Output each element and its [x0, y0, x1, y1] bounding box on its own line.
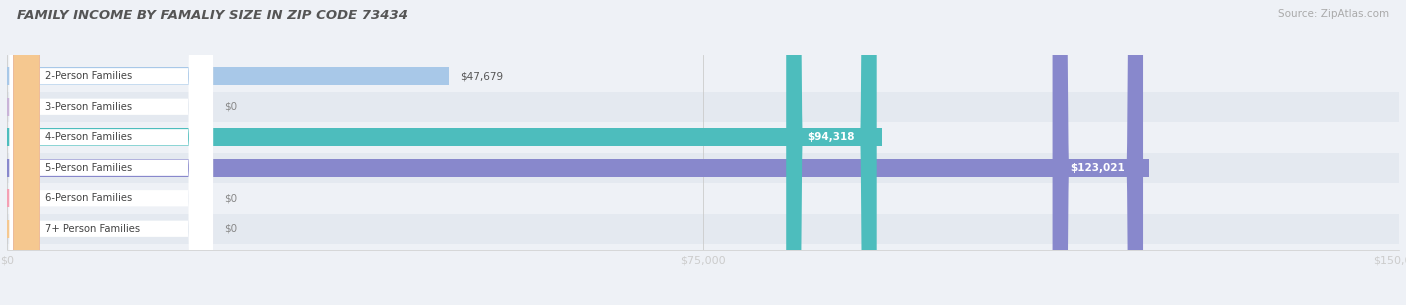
Bar [7, 122, 1399, 152]
Circle shape [14, 0, 39, 305]
Text: $47,679: $47,679 [461, 71, 503, 81]
Bar [7, 183, 1399, 214]
Text: $0: $0 [224, 193, 238, 203]
Text: $0: $0 [224, 224, 238, 234]
Text: 4-Person Families: 4-Person Families [45, 132, 132, 142]
FancyBboxPatch shape [10, 0, 214, 305]
Text: Source: ZipAtlas.com: Source: ZipAtlas.com [1278, 9, 1389, 19]
Circle shape [14, 0, 39, 305]
Bar [7, 220, 28, 238]
Text: 5-Person Families: 5-Person Families [45, 163, 132, 173]
FancyBboxPatch shape [10, 0, 214, 305]
Bar [7, 67, 450, 85]
Bar [7, 189, 28, 207]
Circle shape [14, 0, 39, 305]
FancyBboxPatch shape [10, 0, 214, 305]
Bar [7, 214, 1399, 244]
Text: 3-Person Families: 3-Person Families [45, 102, 132, 112]
FancyBboxPatch shape [10, 0, 214, 305]
Circle shape [14, 0, 39, 305]
Text: $94,318: $94,318 [807, 132, 855, 142]
Bar [7, 98, 28, 116]
Bar [7, 152, 1399, 183]
Bar [7, 128, 882, 146]
Bar [7, 92, 1399, 122]
Bar [7, 61, 1399, 92]
FancyBboxPatch shape [1053, 0, 1143, 305]
Text: $123,021: $123,021 [1070, 163, 1125, 173]
Text: $0: $0 [224, 102, 238, 112]
Circle shape [14, 0, 39, 305]
Text: 6-Person Families: 6-Person Families [45, 193, 132, 203]
Bar [7, 159, 1149, 177]
Text: 2-Person Families: 2-Person Families [45, 71, 132, 81]
Text: FAMILY INCOME BY FAMALIY SIZE IN ZIP CODE 73434: FAMILY INCOME BY FAMALIY SIZE IN ZIP COD… [17, 9, 408, 22]
FancyBboxPatch shape [10, 0, 214, 305]
Text: 7+ Person Families: 7+ Person Families [45, 224, 139, 234]
FancyBboxPatch shape [10, 0, 214, 305]
Circle shape [14, 0, 39, 305]
FancyBboxPatch shape [786, 0, 877, 305]
